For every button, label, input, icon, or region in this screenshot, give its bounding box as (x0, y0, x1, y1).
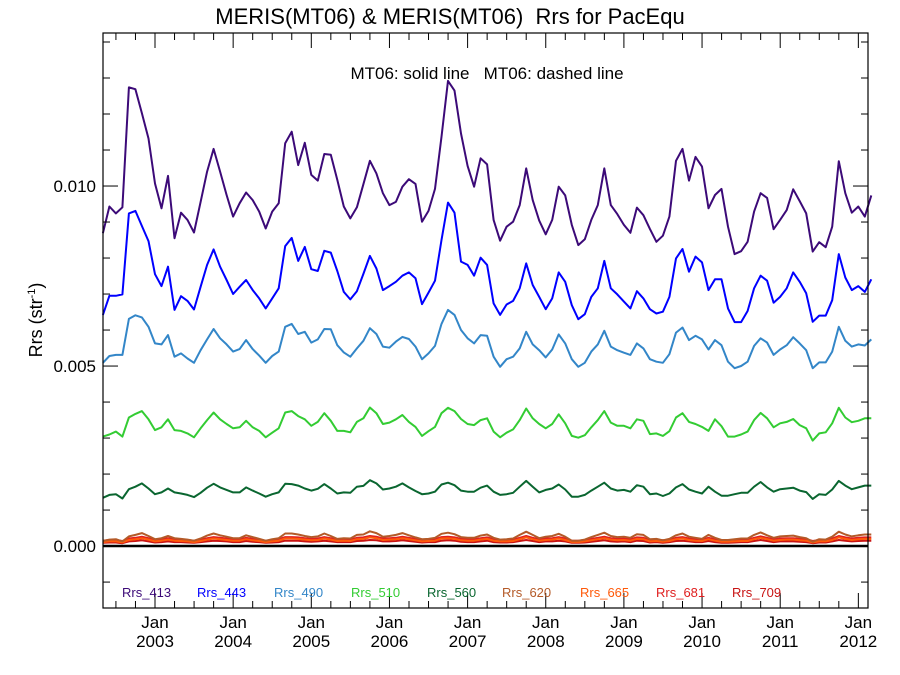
series-line-rrs-510 (102, 406, 872, 442)
chart-subtitle: MT06: solid line MT06: dashed line (350, 64, 623, 83)
y-axis-label-superscript: -1 (26, 289, 38, 299)
chart-title: MERIS(MT06) & MERIS(MT06) Rrs for PacEqu (215, 4, 684, 29)
x-tick-year-label: 2010 (683, 632, 721, 651)
x-tick-year-label: 2012 (839, 632, 877, 651)
legend-item-rrs-443: Rrs_443 (197, 585, 246, 600)
x-tick-year-label: 2006 (371, 632, 409, 651)
series-layer (101, 79, 873, 545)
plot-frame (102, 32, 869, 609)
x-tick-month-label: Jan (688, 613, 715, 632)
series-line-rrs-560 (102, 479, 872, 500)
y-axis-label-close: ) (26, 283, 46, 289)
x-tick-month-label: Jan (845, 613, 872, 632)
series-line-rrs-490 (102, 308, 872, 370)
x-tick-year-label: 2008 (527, 632, 565, 651)
x-tick-year-label: 2004 (214, 632, 252, 651)
x-tick-month-label: Jan (532, 613, 559, 632)
legend-item-rrs-413: Rrs_413 (122, 585, 171, 600)
series-line-rrs-620 (102, 530, 872, 543)
legend: Rrs_413 Rrs_443 Rrs_490 Rrs_510 Rrs_560 Rrs_6… (122, 585, 781, 600)
legend-item-rrs-510: Rrs_510 (351, 585, 400, 600)
legend-item-rrs-681: Rrs_681 (656, 585, 705, 600)
x-tick-month-label: Jan (298, 613, 325, 632)
x-tick-year-label: 2005 (292, 632, 330, 651)
x-tick-month-label: Jan (766, 613, 793, 632)
x-tick-year-label: 2009 (605, 632, 643, 651)
legend-item-rrs-560: Rrs_560 (427, 585, 476, 600)
x-tick-month-label: Jan (454, 613, 481, 632)
y-tick-label: 0.010 (53, 177, 96, 196)
x-tick-year-label: 2007 (449, 632, 487, 651)
legend-item-rrs-620: Rrs_620 (502, 585, 551, 600)
series-line-rrs-665 (102, 536, 872, 544)
y-tick-label: 0.000 (53, 537, 96, 556)
series-line-rrs-709 (102, 539, 872, 545)
x-tick-month-label: Jan (376, 613, 403, 632)
x-tick-year-label: 2003 (136, 632, 174, 651)
x-tick-year-label: 2011 (762, 632, 799, 651)
x-tick-month-label: Jan (219, 613, 246, 632)
y-tick-label: 0.005 (53, 357, 96, 376)
x-tick-month-label: Jan (141, 613, 168, 632)
legend-item-rrs-709: Rrs_709 (732, 585, 781, 600)
series-line-rrs-413 (101, 79, 873, 256)
x-tick-month-label: Jan (610, 613, 637, 632)
legend-item-rrs-490: Rrs_490 (274, 585, 323, 600)
ticks-layer (103, 33, 868, 608)
series-line-rrs-443 (101, 201, 873, 324)
legend-item-rrs-665: Rrs_665 (580, 585, 629, 600)
series-line-rrs-681 (102, 535, 872, 542)
y-axis-label-text: Rrs (str (26, 298, 46, 357)
y-axis-label: Rrs (str-1) (26, 283, 46, 358)
labels-layer: 0.0000.0050.010Jan2003Jan2004Jan2005Jan2… (53, 177, 877, 651)
